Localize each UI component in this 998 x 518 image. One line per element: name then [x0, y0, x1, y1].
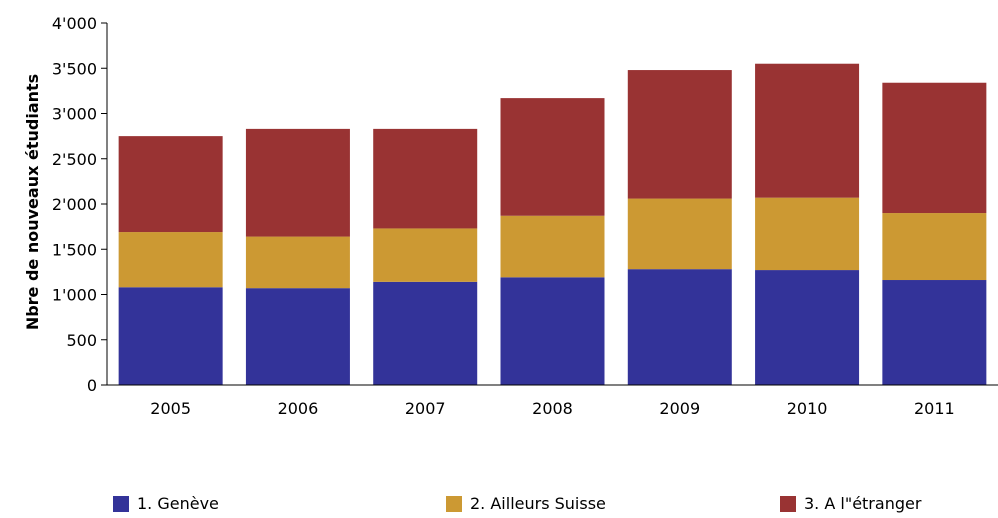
- legend-swatch: [780, 495, 796, 512]
- legend-label: 3. A l"étranger: [804, 494, 922, 513]
- x-tick-label: 2005: [150, 399, 191, 418]
- y-axis-label: Nbre de nouveaux étudiants: [23, 74, 42, 330]
- bar-segment-2010-series-1: [755, 270, 860, 385]
- bar-segment-2005-series-1: [118, 287, 223, 385]
- y-tick-label: 500: [66, 331, 97, 350]
- bar-segment-2007-series-1: [373, 281, 478, 385]
- bar-segment-2008-series-3: [500, 98, 605, 216]
- x-tick-label: 2006: [278, 399, 319, 418]
- x-tick-label: 2008: [532, 399, 573, 418]
- bar-segment-2011-series-3: [882, 82, 987, 214]
- bar-segment-2006-series-3: [245, 128, 350, 237]
- legend-item-3: 3. A l"étranger: [780, 494, 921, 513]
- y-tick-label: 1'000: [52, 286, 97, 305]
- x-tick-label: 2009: [659, 399, 700, 418]
- y-tick-label: 2'000: [52, 195, 97, 214]
- bar-segment-2010-series-3: [755, 63, 860, 198]
- y-axis-ticks: 0 500 1'000 1'500 2'000 2'500 3'000 3'500 4'000: [52, 14, 107, 395]
- y-tick-label: 1'500: [52, 240, 97, 259]
- y-tick-label: 0: [87, 376, 97, 395]
- bar-segment-2005-series-2: [118, 232, 223, 288]
- bar-segment-2008-series-1: [500, 277, 605, 385]
- bar-segment-2007-series-2: [373, 228, 478, 282]
- bar-segment-2008-series-2: [500, 215, 605, 278]
- y-tick-label: 2'500: [52, 150, 97, 169]
- bar-segment-2006-series-2: [245, 236, 350, 289]
- legend-item-2: 2. Ailleurs Suisse: [446, 494, 606, 513]
- bar-segment-2009-series-1: [627, 269, 732, 385]
- bars-group: [118, 63, 987, 385]
- y-tick-label: 4'000: [52, 14, 97, 33]
- legend-swatch: [113, 495, 129, 512]
- bar-segment-2005-series-3: [118, 136, 223, 233]
- bar-segment-2009-series-2: [627, 198, 732, 270]
- y-tick-label: 3'500: [52, 59, 97, 78]
- legend: 1. Genève 2. Ailleurs Suisse 3. A l"étrang…: [0, 494, 998, 518]
- x-tick-label: 2007: [405, 399, 446, 418]
- bar-segment-2007-series-3: [373, 128, 478, 229]
- bar-segment-2006-series-1: [245, 288, 350, 385]
- bar-segment-2011-series-1: [882, 280, 987, 385]
- legend-label: 1. Genève: [137, 494, 219, 513]
- legend-swatch: [446, 495, 462, 512]
- legend-label: 2. Ailleurs Suisse: [470, 494, 606, 513]
- bar-segment-2010-series-2: [755, 197, 860, 271]
- y-tick-label: 3'000: [52, 105, 97, 124]
- bar-segment-2011-series-2: [882, 213, 987, 281]
- x-tick-label: 2011: [914, 399, 955, 418]
- legend-item-1: 1. Genève: [113, 494, 219, 513]
- stacked-bar-chart: 05001'0001'5002'0002'5003'0003'5004'000 …: [23, 14, 998, 418]
- x-tick-label: 2010: [787, 399, 828, 418]
- x-axis-ticks: 2005 2006 2007 2008 2009 2010 2011: [150, 399, 954, 418]
- bar-segment-2009-series-3: [627, 70, 732, 199]
